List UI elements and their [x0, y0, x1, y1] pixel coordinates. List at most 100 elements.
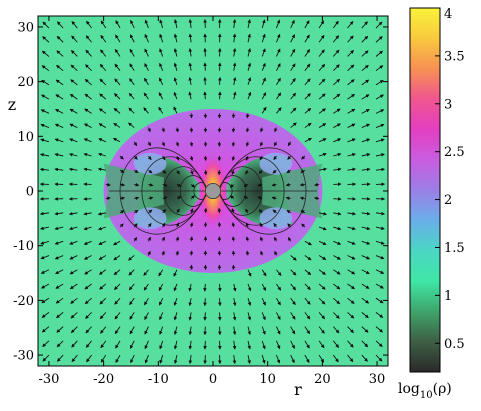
colorbar-tick-label: 2.5 — [444, 145, 465, 160]
velocity-arrow — [261, 283, 267, 292]
velocity-arrow — [69, 283, 78, 290]
velocity-arrow — [100, 20, 107, 29]
velocity-arrow — [54, 138, 64, 143]
velocity-arrow — [247, 283, 252, 292]
velocity-arrow — [55, 94, 64, 100]
velocity-arrow — [304, 269, 312, 276]
velocity-arrow — [218, 91, 222, 100]
plot-content — [38, 16, 388, 366]
velocity-arrow — [173, 62, 178, 71]
colorbar-tick-label: 0.5 — [444, 337, 465, 352]
velocity-arrow — [304, 240, 312, 246]
velocity-arrow — [42, 354, 50, 362]
velocity-arrow — [259, 141, 264, 147]
velocity-arrow — [128, 92, 135, 100]
velocity-arrow — [85, 326, 92, 334]
velocity-arrow — [333, 240, 342, 245]
velocity-arrow — [290, 63, 296, 71]
velocity-arrow — [159, 77, 164, 86]
velocity-arrow — [304, 63, 311, 71]
velocity-arrow — [147, 222, 152, 228]
velocity-arrow — [56, 50, 64, 57]
velocity-arrow — [276, 92, 282, 100]
velocity-arrow — [304, 340, 310, 349]
velocity-arrow — [115, 20, 121, 29]
velocity-arrow — [290, 269, 297, 276]
velocity-arrow — [148, 196, 154, 200]
velocity-arrow — [257, 183, 263, 187]
velocity-arrow — [128, 107, 135, 114]
velocity-arrows — [39, 18, 386, 365]
velocity-arrow — [273, 141, 278, 147]
velocity-arrow — [261, 297, 266, 306]
velocity-arrow — [318, 49, 325, 57]
velocity-arrow — [276, 283, 282, 291]
velocity-arrow — [318, 240, 327, 245]
velocity-arrow — [285, 196, 291, 201]
central-object — [204, 182, 222, 200]
velocity-arrow — [189, 250, 194, 256]
velocity-arrow — [318, 93, 326, 100]
velocity-arrow — [245, 222, 250, 228]
velocity-arrow — [70, 79, 78, 86]
velocity-arrow — [42, 36, 50, 43]
velocity-arrow — [229, 183, 235, 188]
velocity-arrow — [188, 312, 193, 321]
velocity-arrow — [56, 326, 64, 333]
velocity-arrow — [273, 155, 278, 161]
velocity-arrow — [304, 297, 311, 305]
velocity-arrow — [71, 340, 78, 348]
velocity-arrow — [261, 269, 267, 277]
velocity-arrow — [314, 196, 320, 201]
velocity-arrow — [40, 240, 50, 245]
velocity-arrow — [159, 326, 164, 335]
velocity-arrow — [347, 297, 355, 304]
velocity-arrow — [100, 354, 107, 363]
velocity-arrow — [159, 340, 164, 350]
velocity-arrow — [361, 297, 370, 304]
velocity-arrow — [333, 93, 341, 100]
velocity-arrow — [55, 283, 64, 289]
velocity-arrow — [119, 196, 126, 201]
velocity-arrow — [318, 297, 326, 305]
velocity-arrow — [114, 48, 121, 57]
velocity-arrow — [83, 240, 92, 245]
velocity-arrow — [173, 340, 178, 350]
velocity-arrow — [175, 236, 180, 242]
velocity-arrow — [290, 326, 296, 335]
velocity-arrow — [70, 297, 78, 304]
velocity-arrow — [347, 240, 356, 245]
velocity-arrow — [286, 169, 291, 174]
velocity-arrow — [173, 283, 178, 292]
velocity-arrow — [276, 297, 281, 306]
velocity-arrow — [304, 48, 311, 57]
y-tick-label: -20 — [13, 294, 34, 309]
velocity-arrow — [375, 283, 384, 289]
velocity-arrow — [287, 223, 292, 228]
velocity-arrow — [143, 92, 149, 100]
velocity-arrow — [375, 354, 383, 362]
velocity-arrow — [69, 269, 78, 275]
velocity-arrow — [159, 62, 164, 71]
velocity-arrow — [71, 354, 78, 363]
velocity-arrow — [97, 167, 106, 172]
velocity-arrow — [42, 21, 50, 29]
velocity-arrow — [247, 354, 251, 364]
velocity-arrow — [290, 107, 297, 114]
velocity-arrow — [274, 236, 278, 242]
colorbar-label: log10(ρ) — [398, 381, 452, 401]
velocity-arrow — [175, 222, 180, 228]
velocity-arrow — [112, 137, 121, 143]
velocity-arrow — [375, 340, 383, 348]
velocity-arrow — [41, 50, 50, 57]
velocity-arrow — [304, 78, 311, 86]
velocity-arrow — [273, 222, 278, 228]
velocity-arrow — [98, 255, 107, 260]
velocity-arrow — [189, 141, 194, 147]
velocity-arrow — [99, 297, 107, 305]
velocity-arrow — [276, 340, 281, 350]
velocity-arrow — [232, 47, 237, 57]
velocity-arrow — [318, 226, 327, 231]
velocity-arrow — [333, 283, 341, 290]
velocity-arrow — [54, 123, 64, 128]
